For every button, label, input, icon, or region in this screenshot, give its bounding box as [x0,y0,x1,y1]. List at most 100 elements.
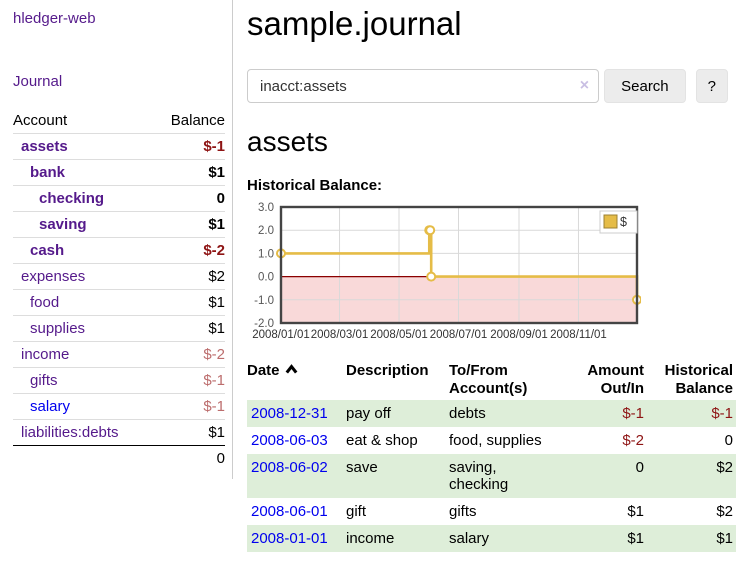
register-row: 2008-06-03 eat & shop food, supplies $-2 0 [247,427,736,454]
account-heading: assets [247,126,328,157]
search-input[interactable] [247,69,600,103]
main-content: sample.journal × Search ? assets Histori… [233,0,736,582]
account-row: assets $-1 [13,133,225,160]
account-link[interactable]: bank [30,164,66,181]
register-description-cell: income [346,530,395,547]
accounts-total-value: 0 [216,450,225,467]
account-balance: $1 [208,164,225,181]
y-axis-tick-label: 0.0 [258,272,274,284]
register-balance-cell: $-1 [711,405,733,422]
register-description-cell: eat & shop [346,432,418,449]
register-amount-cell: $-1 [622,405,644,422]
search-bar: × Search ? [247,69,728,103]
register-description-cell: save [346,459,378,476]
account-balance: $-2 [203,346,225,363]
account-row: gifts $-1 [13,367,225,394]
account-link[interactable]: checking [39,190,105,207]
account-link[interactable]: gifts [30,372,58,389]
register-date-cell: 2008-06-03 [247,427,346,454]
account-balance: 0 [216,190,225,207]
account-column-header: Account [13,112,68,129]
transaction-date-link[interactable]: 2008-06-02 [251,459,328,476]
register-amount-cell: 0 [635,459,644,476]
x-axis-tick-label: 2008/01/01 [252,329,310,341]
account-link[interactable]: salary [30,398,71,415]
register-balance-cell: $2 [716,459,733,476]
register-amount-cell: $1 [627,530,644,547]
balance-column-header: Balance [170,112,225,129]
register-date-cell: 2008-01-01 [247,525,346,552]
account-row: cash $-2 [13,237,225,264]
page-title: sample.journal [247,5,462,42]
account-balance: $2 [208,268,225,285]
register-balance-cell: $1 [716,530,733,547]
account-balance: $-2 [203,242,225,259]
sort-ascending-icon [285,364,297,374]
register-amount-cell: $1 [627,503,644,520]
account-row: liabilities:debts $1 [13,419,225,446]
account-row: expenses $2 [13,263,225,290]
transaction-date-link[interactable]: 2008-12-31 [251,405,328,422]
account-link[interactable]: assets [21,138,68,155]
y-axis-tick-label: 2.0 [258,225,274,237]
description-column-header: Description [346,362,429,379]
accounts-table: Account Balance assets $-1 bank $1 checking 0… [13,109,225,471]
register-amount-cell: $-2 [622,432,644,449]
account-link[interactable]: cash [30,242,65,259]
register-row: 2008-06-01 gift gifts $1 $2 [247,498,736,525]
register-row: 2008-01-01 income salary $1 $1 [247,525,736,552]
account-balance: $-1 [203,138,225,155]
transaction-date-link[interactable]: 2008-06-01 [251,503,328,520]
account-balance: $1 [208,216,225,233]
sidebar: hledger-web Journal Account Balance asse… [0,0,233,479]
register-date-cell: 2008-12-31 [247,400,346,427]
app-title-link[interactable]: hledger-web [13,10,96,27]
register-accounts-cell: food, supplies [449,432,542,449]
account-row: saving $1 [13,211,225,238]
account-link[interactable]: saving [39,216,87,233]
search-button[interactable]: Search [604,69,686,103]
accounts-total-row: 0 [13,445,225,472]
register-description-cell: pay off [346,405,391,422]
account-link[interactable]: liabilities:debts [21,424,119,441]
register-date-cell: 2008-06-01 [247,498,346,525]
accounts-table-header: Account Balance [13,109,225,134]
account-row: checking 0 [13,185,225,212]
transaction-date-link[interactable]: 2008-06-03 [251,432,328,449]
accounts-column-header: To/From Account(s) [449,362,528,397]
clear-search-icon[interactable]: × [579,77,590,94]
account-row: income $-2 [13,341,225,368]
register-description-cell: gift [346,503,367,520]
register-accounts-cell: salary [449,530,490,547]
y-axis-tick-label: 1.0 [258,248,274,260]
x-axis-tick-label: 2008/09/01 [490,329,548,341]
balance-column-header-register: Historical Balance [664,362,733,397]
account-link[interactable]: expenses [21,268,86,285]
account-balance: $1 [208,294,225,311]
sidebar-item-journal[interactable]: Journal [13,73,63,90]
transaction-date-link[interactable]: 2008-01-01 [251,530,328,547]
account-row: supplies $1 [13,315,225,342]
plot-border [279,205,639,325]
date-column-header[interactable]: Date [247,360,346,400]
account-balance: $-1 [203,372,225,389]
y-axis-tick-label: -1.0 [254,295,274,307]
account-link[interactable]: income [21,346,70,363]
x-axis-tick-label: 2008/11/01 [550,329,607,341]
legend-label: $ [620,215,627,229]
data-point-marker [426,271,437,282]
data-point-marker [425,225,436,236]
register-row: 2008-12-31 pay off debts $-1 $-1 [247,400,736,427]
account-link[interactable]: supplies [30,320,86,337]
account-row: salary $-1 [13,393,225,420]
help-button[interactable]: ? [695,69,728,103]
chart-heading: Historical Balance: [247,177,383,194]
register-table: Date Description To/From Account(s) Amou… [247,360,736,552]
x-axis-tick-label: 2008/05/01 [370,329,428,341]
register-accounts-cell: debts [449,405,486,422]
account-balance: $-1 [203,398,225,415]
account-link[interactable]: food [30,294,60,311]
register-accounts-cell: saving, checking [449,459,509,493]
